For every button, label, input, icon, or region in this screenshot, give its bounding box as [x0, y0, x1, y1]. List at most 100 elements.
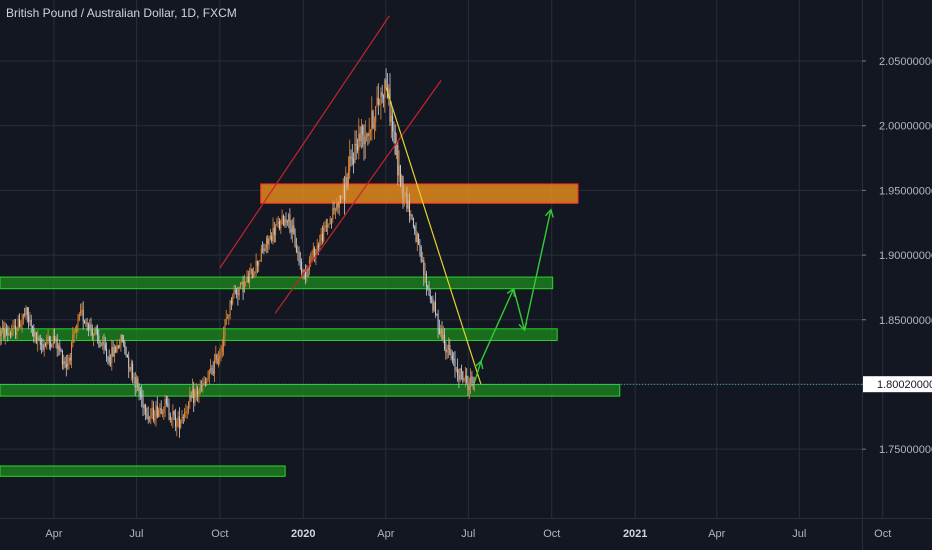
- candle-body: [255, 261, 257, 272]
- candle-body: [203, 382, 205, 385]
- candle-body: [284, 219, 286, 226]
- candle-body: [60, 350, 62, 352]
- candle-body: [329, 218, 331, 225]
- drawings: [0, 15, 862, 385]
- x-tick-label: Oct: [874, 528, 891, 540]
- candle-body: [6, 329, 7, 334]
- candle-body: [32, 326, 33, 328]
- candle-body: [393, 130, 395, 132]
- candle-body: [64, 361, 66, 365]
- candle-body: [256, 261, 258, 266]
- candle-body: [58, 345, 59, 350]
- candle-body: [15, 325, 17, 336]
- projection-segment: [474, 360, 482, 383]
- candle-body: [327, 225, 329, 227]
- y-tick-label: 1.85000000: [879, 315, 932, 327]
- candle-body: [68, 357, 70, 363]
- candle-body: [74, 331, 76, 333]
- current-price-label-bg: [863, 376, 932, 393]
- x-tick-label: 2020: [291, 528, 315, 540]
- candle-body: [19, 318, 20, 328]
- candle-body: [47, 336, 49, 342]
- candle-body: [123, 341, 124, 343]
- candle-body: [445, 348, 447, 353]
- candle-body: [353, 158, 355, 163]
- candle-body: [225, 318, 227, 326]
- candle-body: [394, 131, 396, 155]
- x-tick-label: Jul: [461, 528, 475, 540]
- candle-body: [172, 411, 174, 420]
- candle-body: [185, 411, 187, 413]
- candle-body: [263, 249, 265, 252]
- candle-body: [30, 319, 32, 327]
- candle-body: [217, 358, 219, 364]
- candle-body: [262, 248, 264, 250]
- candle-body: [233, 290, 235, 297]
- candle-body: [232, 296, 234, 304]
- candle-body: [112, 347, 114, 357]
- candle-body: [416, 234, 418, 243]
- candle-body: [50, 341, 52, 348]
- candle-body: [328, 224, 330, 226]
- support-zone-1: [0, 276, 554, 290]
- candle-body: [238, 287, 240, 296]
- candle-body: [134, 377, 136, 388]
- candle-body: [22, 313, 24, 320]
- candle-body: [433, 302, 435, 311]
- candle-body: [470, 376, 472, 386]
- candle-body: [346, 177, 348, 186]
- candle-body: [4, 329, 6, 338]
- candle-body: [336, 203, 338, 210]
- candle-body: [319, 240, 321, 248]
- candle-body: [169, 415, 171, 420]
- candle-body: [71, 342, 72, 361]
- candle-body: [312, 248, 314, 256]
- candle-body: [438, 328, 440, 335]
- candle-body: [407, 200, 409, 209]
- candle-body: [370, 129, 371, 132]
- candle-body: [104, 344, 106, 350]
- candle-body: [48, 336, 50, 342]
- candle-body: [207, 378, 209, 382]
- candle-body: [210, 368, 212, 371]
- candle-body: [355, 143, 357, 146]
- candle-body: [468, 385, 470, 391]
- candle-body: [401, 176, 403, 187]
- candle-body: [221, 346, 223, 352]
- candle-body: [171, 419, 173, 421]
- candle-body: [165, 398, 167, 404]
- candle-body: [358, 133, 360, 151]
- candle-body: [107, 356, 109, 358]
- candle-body: [442, 335, 444, 340]
- candle-body: [299, 261, 301, 263]
- candle-body: [381, 92, 383, 97]
- candle-body: [176, 420, 178, 427]
- candle-body: [7, 333, 9, 335]
- candle-body: [288, 214, 290, 223]
- candle-body: [464, 375, 466, 380]
- candle-body: [333, 208, 335, 211]
- candle-body: [462, 371, 464, 381]
- candle-body: [463, 379, 465, 381]
- candle-body: [147, 417, 149, 420]
- candle-body: [277, 221, 279, 224]
- candle-body: [90, 324, 92, 330]
- candle-body: [146, 413, 148, 418]
- candle-body: [363, 134, 365, 145]
- candle-body: [198, 392, 200, 395]
- candle-body: [298, 251, 300, 262]
- candle-body: [54, 335, 56, 341]
- candle-body: [388, 88, 390, 99]
- candle-body: [234, 290, 236, 291]
- candle-body: [380, 92, 382, 105]
- candle-body: [431, 299, 433, 300]
- candle-body: [377, 97, 379, 105]
- candle-body: [398, 165, 400, 176]
- candle-body: [332, 208, 334, 219]
- candle-body: [28, 315, 30, 323]
- candle-body: [366, 134, 368, 137]
- candle-body: [341, 196, 343, 199]
- candle-body: [128, 357, 130, 368]
- candle-body: [331, 218, 332, 220]
